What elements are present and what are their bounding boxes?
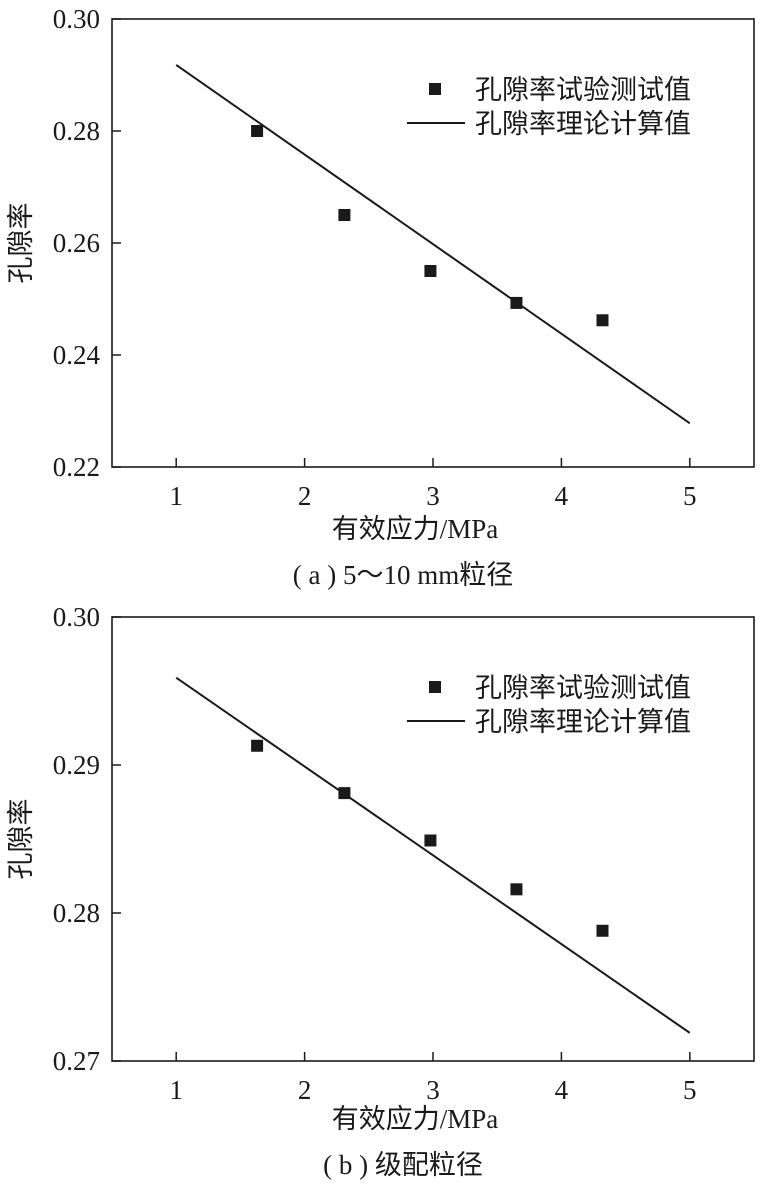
y-tick-label: 0.29 bbox=[53, 750, 100, 780]
x-tick-label: 2 bbox=[298, 481, 312, 511]
x-tick-label: 3 bbox=[426, 481, 440, 511]
y-tick-label: 0.30 bbox=[53, 602, 100, 632]
legend-marker-square bbox=[429, 681, 441, 693]
legend-label-theory: 孔隙率理论计算值 bbox=[475, 707, 691, 737]
y-tick-label: 0.22 bbox=[53, 452, 100, 482]
series-line-theory bbox=[175, 64, 691, 425]
x-tick-label: 1 bbox=[169, 481, 183, 511]
data-point bbox=[596, 314, 609, 327]
data-point bbox=[251, 739, 264, 752]
chart-panel-a: 1 2 3 4 5 0.22 0.24 0.26 0.28 0.30 有效应力/MPa 孔隙率 ( a … bbox=[6, 4, 755, 590]
legend-label-theory: 孔隙率理论计算值 bbox=[475, 109, 691, 139]
legend-marker-square bbox=[429, 83, 441, 95]
data-point bbox=[596, 924, 609, 937]
data-point bbox=[424, 265, 437, 277]
y-tick-label: 0.30 bbox=[53, 4, 100, 34]
data-point bbox=[424, 834, 437, 847]
x-tick-label: 2 bbox=[298, 1075, 312, 1105]
x-tick-label: 5 bbox=[683, 1075, 697, 1105]
legend-label-test: 孔隙率试验测试值 bbox=[475, 75, 691, 105]
x-tick-label: 3 bbox=[426, 1075, 440, 1105]
x-tick-label: 4 bbox=[555, 1075, 569, 1105]
panel-caption: ( b ) 级配粒径 bbox=[323, 1150, 483, 1180]
legend-label-test: 孔隙率试验测试值 bbox=[475, 673, 691, 703]
data-point bbox=[251, 125, 264, 137]
y-tick-label: 0.27 bbox=[53, 1046, 100, 1076]
y-axis-label: 孔隙率 bbox=[6, 799, 36, 880]
chart-panel-b: 1 2 3 4 5 0.27 0.28 0.29 0.30 有效应力/MPa 孔隙率 ( b ) 级配… bbox=[6, 602, 755, 1180]
y-tick-label: 0.26 bbox=[53, 228, 100, 258]
data-point bbox=[338, 209, 351, 221]
data-point bbox=[510, 883, 523, 896]
y-axis-label: 孔隙率 bbox=[6, 203, 36, 284]
y-tick-label: 0.28 bbox=[53, 116, 100, 146]
x-axis-label: 有效应力/MPa bbox=[332, 514, 499, 544]
x-axis-label: 有效应力/MPa bbox=[332, 1104, 499, 1134]
series-line-theory bbox=[175, 676, 691, 1034]
x-tick-label: 1 bbox=[169, 1075, 183, 1105]
y-tick-label: 0.24 bbox=[53, 340, 101, 370]
x-tick-label: 4 bbox=[555, 481, 569, 511]
x-tick-label: 5 bbox=[683, 481, 697, 511]
y-tick-label: 0.28 bbox=[53, 898, 100, 928]
panel-caption: ( a ) 5～10 mm粒径 bbox=[293, 560, 513, 590]
